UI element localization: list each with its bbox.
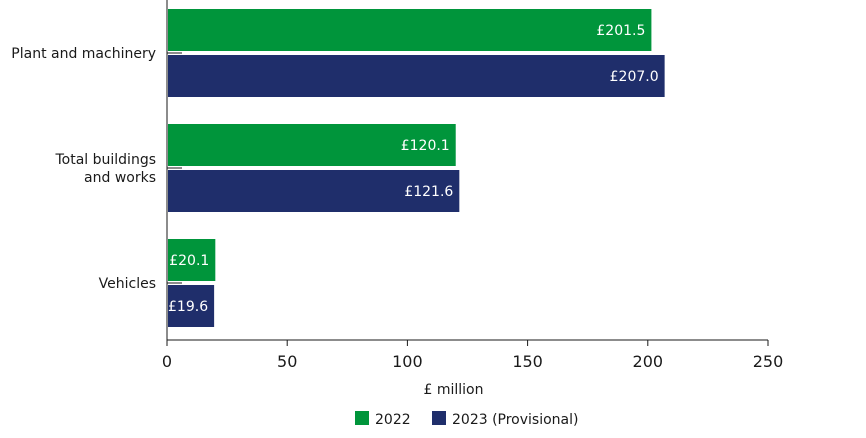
bar-2-1 [168,285,215,327]
bar-0-0 [168,9,652,51]
bar-1-0 [168,124,456,166]
x-axis-title: £ million [424,382,484,398]
x-tick-label: 100 [392,352,423,371]
x-tick-label: 200 [633,352,664,371]
category-labels-group: Plant and machinery Total buildings and wo… [11,46,182,292]
legend-swatch [355,411,369,425]
legend-swatch [432,411,446,425]
x-tick-label: 250 [753,352,784,371]
x-ticks-group: 0 50 100 150 200 250 [162,340,783,371]
x-tick-label: 0 [162,352,172,371]
bar-value-label: £201.5 [596,23,645,39]
category-label: Plant and machinery [11,46,156,62]
bar-value-label: £121.6 [404,184,453,200]
bar-0-1 [168,55,665,97]
legend-label: 2022 [375,412,411,428]
bar-value-label: £120.1 [401,138,450,154]
bar-labels-group: £201.5 £207.0 £120.1 £121.6 £20.1 £19.6 [168,23,659,315]
x-tick-label: 150 [512,352,543,371]
legend-label: 2023 (Provisional) [452,412,578,428]
category-label: Vehicles [99,276,156,292]
bar-value-label: £20.1 [169,253,209,269]
bar-1-1 [168,170,460,212]
bars-group [168,9,665,327]
bar-2-0 [168,239,216,281]
x-tick-label: 50 [277,352,297,371]
bar-value-label: £19.6 [168,299,208,315]
bar-value-label: £207.0 [610,69,659,85]
category-label: Total buildings and works [54,152,156,186]
legend: 2022 2023 (Provisional) [355,411,578,428]
